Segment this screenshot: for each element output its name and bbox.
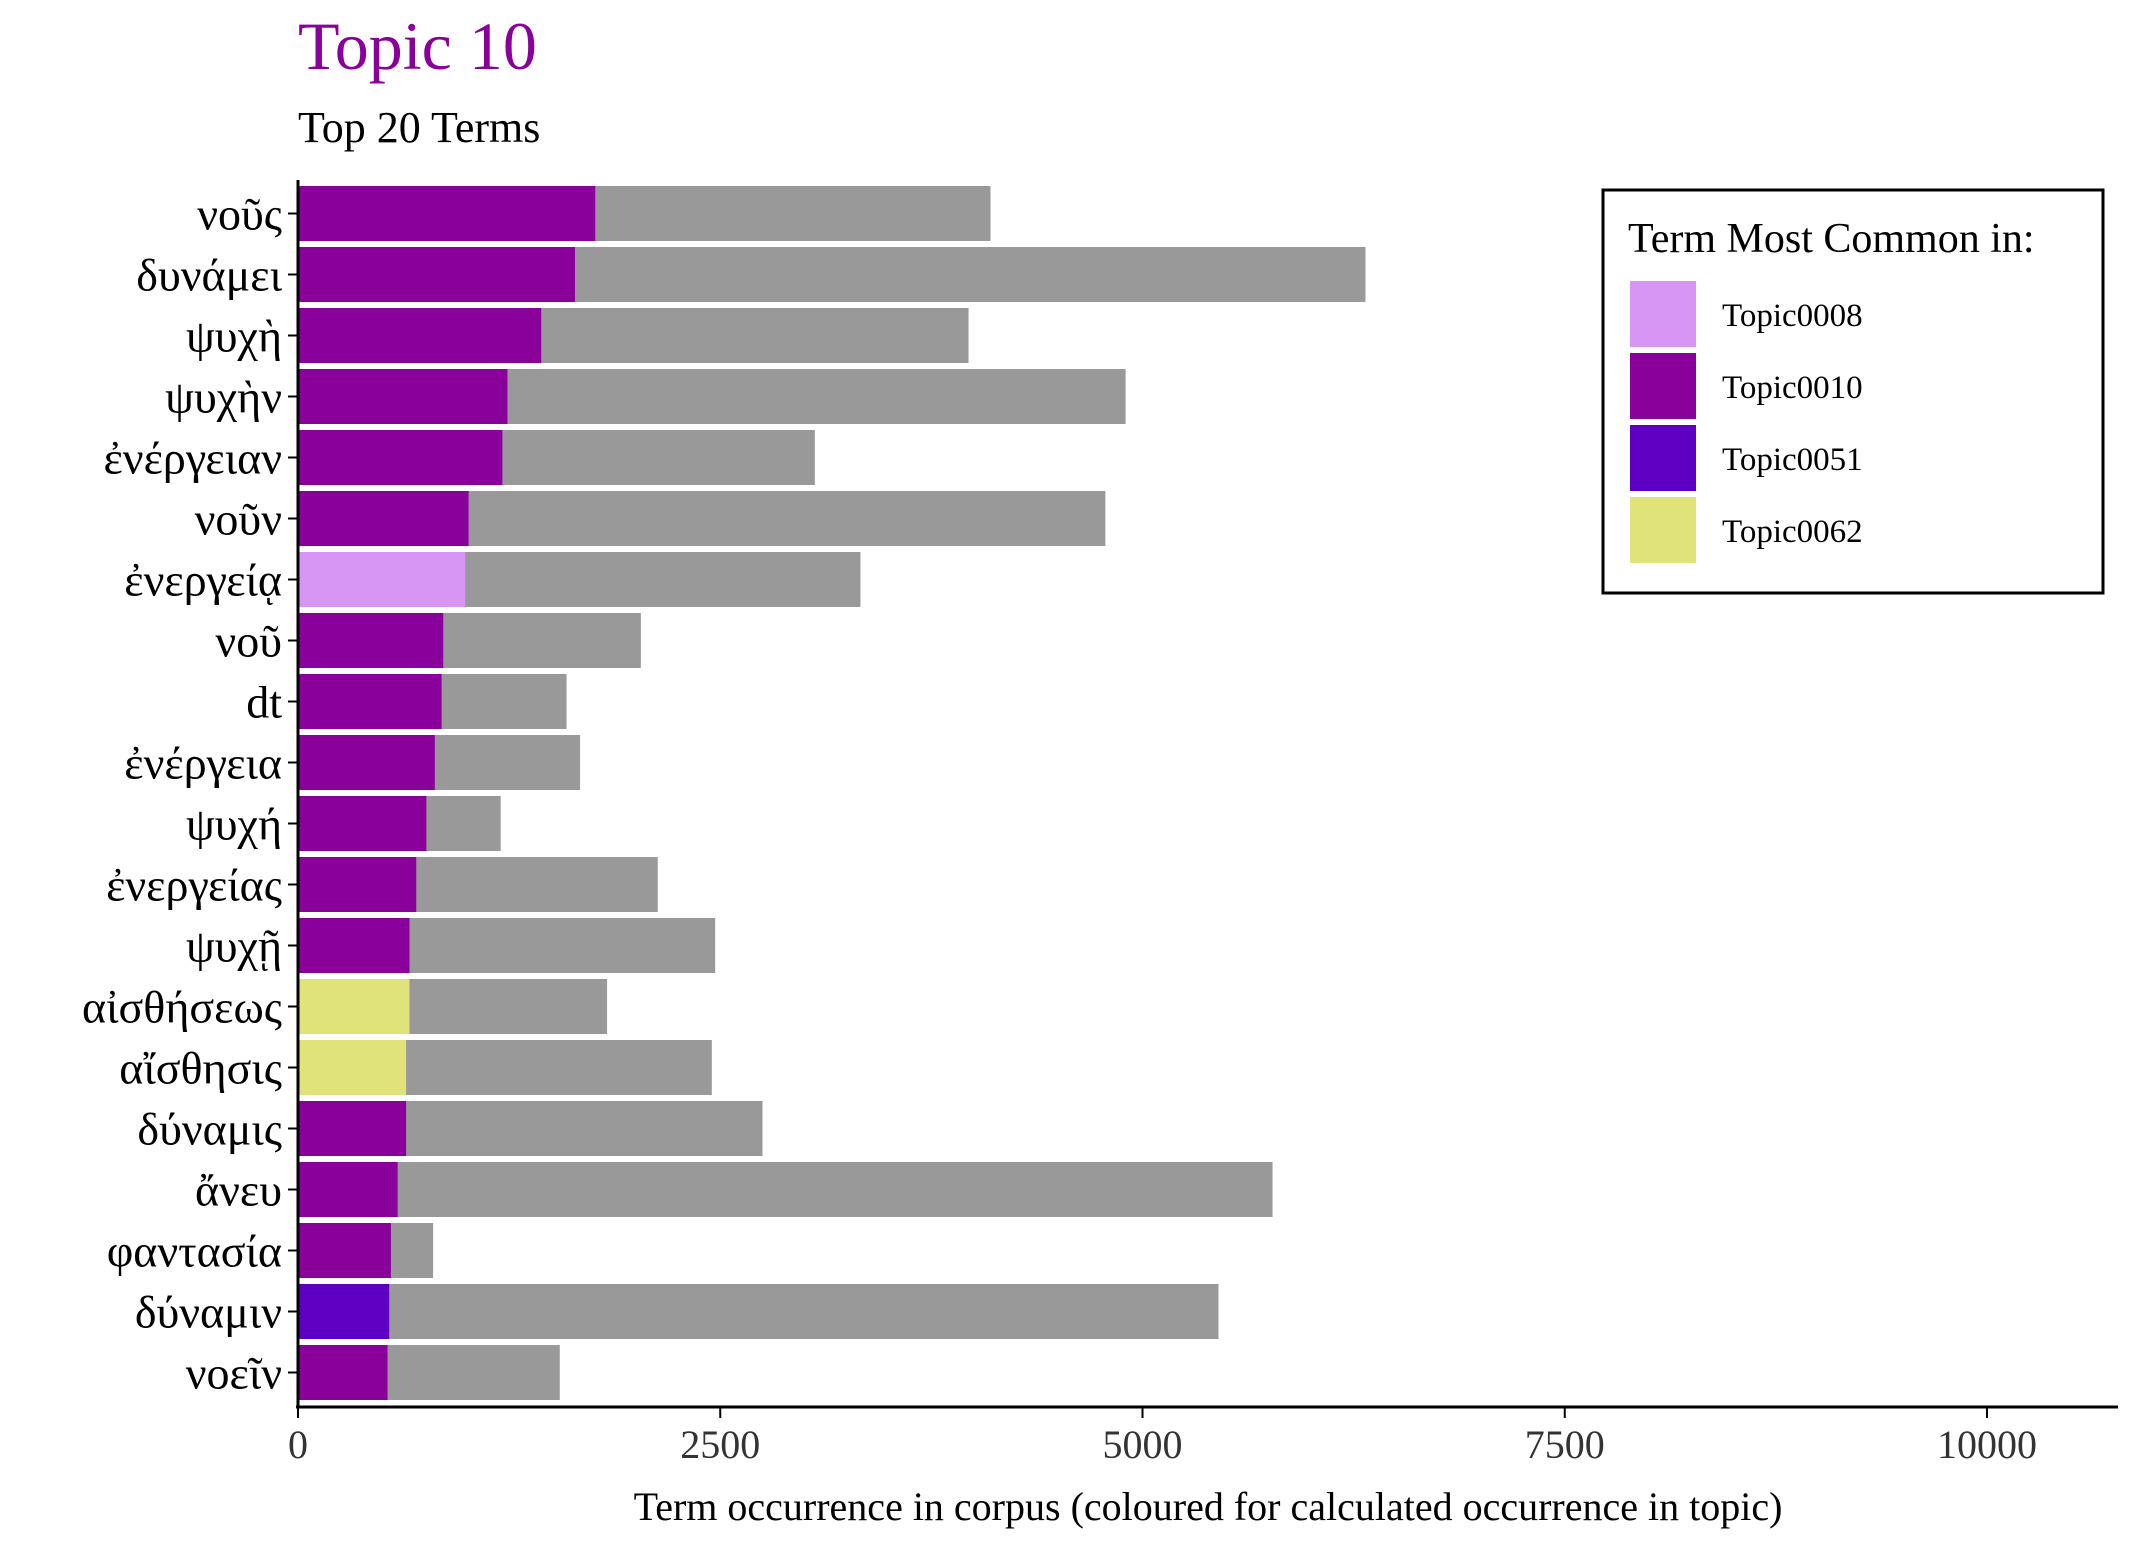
bar-topic-segment bbox=[298, 918, 410, 973]
legend-swatch bbox=[1630, 353, 1696, 419]
y-tick-label: νοῦν bbox=[195, 494, 282, 545]
bar-topic-segment bbox=[298, 186, 596, 241]
bar-topic-segment bbox=[298, 430, 503, 485]
bar-topic-segment bbox=[298, 674, 442, 729]
x-axis-ticks: 0 2500 5000 7500 10000 bbox=[288, 1407, 2037, 1467]
bar-topic-segment bbox=[298, 552, 466, 607]
x-axis-title: Term occurrence in corpus (coloured for … bbox=[634, 1484, 1783, 1529]
y-tick-label: δύναμις bbox=[137, 1104, 282, 1155]
bar-topic-segment bbox=[298, 1223, 391, 1278]
y-tick-label: ἐνέργεια bbox=[124, 738, 282, 789]
y-tick-label: αἴσθησις bbox=[119, 1043, 282, 1094]
y-tick-label: νοεῖν bbox=[186, 1348, 282, 1399]
x-tick-label: 0 bbox=[288, 1422, 308, 1467]
bar-topic-segment bbox=[298, 491, 469, 546]
bar-topic-segment bbox=[298, 735, 435, 790]
bars bbox=[298, 186, 1366, 1400]
bar-topic-segment bbox=[298, 857, 417, 912]
y-tick-label: ἄνευ bbox=[195, 1165, 282, 1216]
y-axis-labels: νοῦς δυνάμει ψυχὴ ψυχὴν ἐνέργειαν νοῦν ἐνεργεί… bbox=[82, 189, 298, 1399]
x-tick-label: 10000 bbox=[1937, 1422, 2037, 1467]
bar-topic-segment bbox=[298, 1040, 407, 1095]
chart-subtitle: Top 20 Terms bbox=[298, 103, 540, 152]
y-tick-label: φαντασία bbox=[107, 1226, 282, 1277]
legend-swatch bbox=[1630, 497, 1696, 563]
legend-entry-label: Topic0008 bbox=[1722, 298, 1863, 334]
bar-corpus-total bbox=[298, 1284, 1219, 1339]
y-tick-label: δύναμιν bbox=[135, 1287, 282, 1338]
bar-topic-segment bbox=[298, 1101, 407, 1156]
bar-topic-segment bbox=[298, 796, 427, 851]
legend-entries: Topic0008 Topic0010 Topic0051 Topic0062 bbox=[1630, 281, 1863, 563]
y-tick-label: ἐνέργειαν bbox=[103, 433, 282, 484]
legend-title: Term Most Common in: bbox=[1628, 216, 2035, 262]
y-tick-label: ψυχή bbox=[186, 799, 282, 850]
y-tick-label: νοῦ bbox=[215, 616, 282, 667]
legend-entry-label: Topic0010 bbox=[1722, 370, 1863, 406]
bar-topic-segment bbox=[298, 979, 410, 1034]
bar-topic-segment bbox=[298, 369, 508, 424]
y-tick-label: dt bbox=[246, 677, 282, 728]
bar-topic-segment bbox=[298, 1162, 398, 1217]
y-tick-label: δυνάμει bbox=[136, 250, 282, 301]
y-tick-label: αἰσθήσεως bbox=[82, 982, 282, 1033]
bar-topic-segment bbox=[298, 1284, 390, 1339]
y-tick-label: ἐνεργείας bbox=[106, 860, 282, 911]
x-tick-label: 7500 bbox=[1525, 1422, 1605, 1467]
legend-swatch bbox=[1630, 425, 1696, 491]
y-tick-label: ψυχὴ bbox=[186, 311, 282, 362]
bar-topic-segment bbox=[298, 308, 542, 363]
legend: Term Most Common in: Topic0008Topic0010T… bbox=[1601, 188, 2105, 595]
bar-corpus-total bbox=[298, 1162, 1273, 1217]
x-tick-label: 2500 bbox=[680, 1422, 760, 1467]
legend-swatch bbox=[1630, 281, 1696, 347]
legend-entry-label: Topic0062 bbox=[1722, 514, 1863, 550]
chart-title: Topic 10 bbox=[298, 8, 537, 84]
x-tick-label: 5000 bbox=[1103, 1422, 1183, 1467]
bar-topic-segment bbox=[298, 247, 575, 302]
y-tick-label: ψυχῇ bbox=[186, 921, 282, 972]
legend-entry-label: Topic0051 bbox=[1722, 442, 1863, 478]
bar-topic-segment bbox=[298, 1345, 388, 1400]
y-tick-label: νοῦς bbox=[197, 189, 282, 240]
y-tick-label: ἐνεργείᾳ bbox=[124, 555, 282, 606]
bar-topic-segment bbox=[298, 613, 444, 668]
y-tick-label: ψυχὴν bbox=[165, 372, 282, 423]
